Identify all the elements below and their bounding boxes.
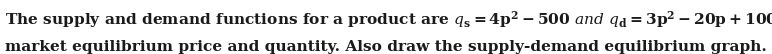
Text: market equilibrium price and quantity. Also draw the supply-demand equilibrium g: market equilibrium price and quantity. A… (5, 40, 767, 54)
Text: The supply and demand functions for a product are $\mathbf{\mathit{q}_s = 4p^2 -: The supply and demand functions for a pr… (5, 9, 772, 30)
